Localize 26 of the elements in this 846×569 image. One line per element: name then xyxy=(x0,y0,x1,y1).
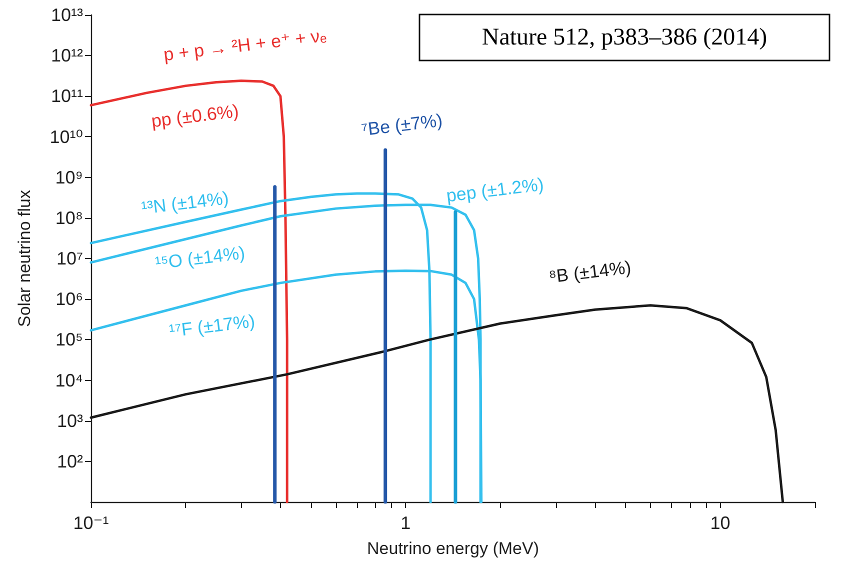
y-tick-label: 10¹² xyxy=(50,46,83,66)
annotation: ⁷Be (±7%) xyxy=(360,110,444,140)
y-tick-label: 10⁸ xyxy=(55,208,83,228)
y-tick-label: 10⁶ xyxy=(56,289,83,310)
annotation: pp (±0.6%) xyxy=(150,100,240,132)
x-tick-label: 10⁻¹ xyxy=(73,513,109,533)
x-tick-label: 1 xyxy=(400,513,411,533)
annotation: ¹⁵O (±14%) xyxy=(154,242,246,274)
annotation: ¹⁷F (±17%) xyxy=(168,310,256,342)
y-axis-title: Solar neutrino flux xyxy=(15,189,34,328)
y-tick-label: 10⁵ xyxy=(56,330,83,350)
y-tick-label: 10¹³ xyxy=(50,5,83,25)
y-tick-label: 10¹¹ xyxy=(50,86,83,106)
y-tick-label: 10⁷ xyxy=(56,248,83,268)
y-tick-label: 10¹⁰ xyxy=(50,126,83,147)
y-tick-label: 10⁴ xyxy=(55,370,83,390)
annotation: p + p → ²H + e⁺ + νₑ xyxy=(162,25,328,65)
y-tick-label: 10³ xyxy=(56,410,84,431)
y-tick-label: 10² xyxy=(56,451,84,472)
annotation: Nature 512, p383–386 (2014) xyxy=(482,24,768,50)
annotation: ⁸B (±14%) xyxy=(548,257,632,287)
annotation: ¹³N (±14%) xyxy=(140,188,230,218)
annotation: pep (±1.2%) xyxy=(445,174,545,206)
y-tick-label: 10⁹ xyxy=(55,167,83,188)
x-axis-title: Neutrino energy (MeV) xyxy=(367,539,539,558)
x-tick-label: 10 xyxy=(710,513,730,533)
